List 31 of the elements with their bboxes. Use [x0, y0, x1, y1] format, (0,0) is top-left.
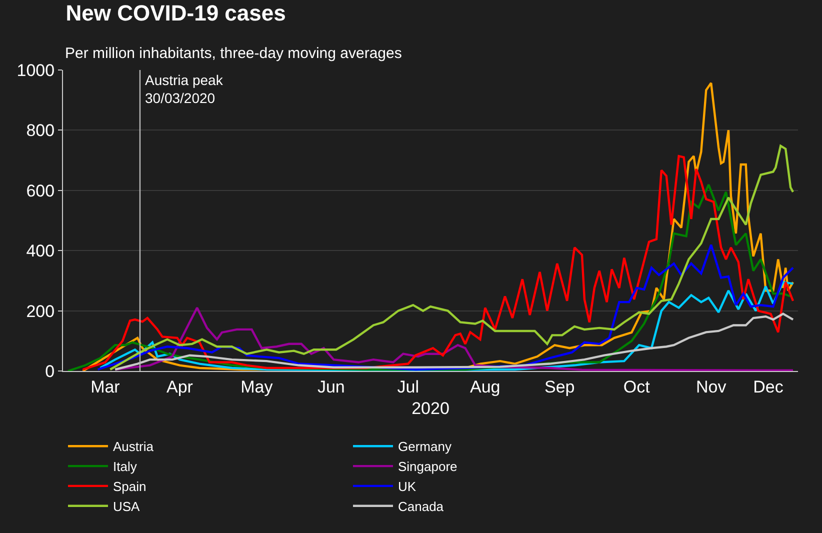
legend-label: Singapore — [398, 459, 458, 474]
x-tick-label: Aug — [470, 377, 500, 396]
legend-label: Italy — [113, 459, 138, 474]
y-tick-label: 800 — [26, 121, 55, 140]
x-axis-title: 2020 — [412, 398, 450, 418]
legend-label: USA — [113, 498, 140, 514]
chart-subtitle: Per million inhabitants, three-day moving averages — [65, 45, 402, 62]
x-tick-label: Apr — [166, 377, 194, 396]
y-tick-label: 400 — [26, 242, 55, 261]
y-tick-label: 600 — [26, 181, 55, 200]
y-tick-label: 0 — [45, 362, 55, 381]
x-tick-label: May — [240, 377, 274, 396]
line-series — [99, 281, 794, 371]
legend-label: Germany — [398, 439, 452, 454]
legend-label: UK — [398, 479, 416, 494]
line-series — [96, 244, 794, 371]
y-tick-label: 200 — [26, 302, 55, 321]
x-tick-label: Dec — [753, 377, 784, 396]
line-series — [66, 184, 792, 371]
legend-label: Canada — [398, 498, 444, 514]
y-tick-label: 1000 — [16, 60, 55, 80]
x-tick-label: Jul — [397, 377, 420, 396]
legend-label: Austria — [113, 439, 154, 454]
x-tick-label: Sep — [544, 377, 575, 396]
x-tick-label: Mar — [90, 377, 120, 396]
x-tick-label: Oct — [623, 377, 650, 396]
x-tick-label: Nov — [696, 377, 727, 396]
chart-title: New COVID-19 cases — [66, 0, 286, 26]
ref-line-label: Austria peak 30/03/2020 — [145, 72, 224, 106]
legend-label: Spain — [113, 479, 146, 494]
x-tick-label: Jun — [317, 377, 345, 396]
